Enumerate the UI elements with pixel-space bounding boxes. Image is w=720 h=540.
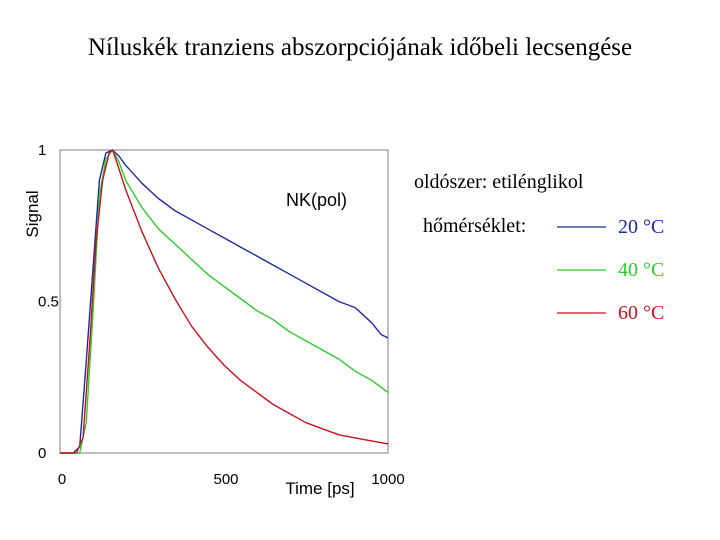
legend-label-40c: 40 °C (618, 259, 664, 281)
chart-annotation: NK(pol) (286, 190, 347, 210)
legend: 20 °C 40 °C 60 °C (557, 216, 664, 324)
x-tick-label: 0 (58, 471, 66, 488)
slide-title: Níluskék tranziens abszorpciójának időbe… (87, 34, 633, 61)
x-tick-label: 500 (213, 471, 238, 488)
legend-label-20c: 20 °C (618, 216, 664, 238)
plot-frame (59, 149, 389, 454)
series-line-40c (60, 149, 389, 454)
series-line-60c (60, 149, 389, 454)
y-tick-label: 0.5 (38, 294, 59, 311)
series-line-20c (60, 149, 389, 454)
x-axis-title: Time [ps] (285, 479, 354, 498)
x-tick-label: 1000 (371, 471, 404, 488)
y-tick-label: 1 (38, 142, 46, 159)
legend-label-60c: 60 °C (618, 302, 664, 324)
series-layer (60, 149, 389, 454)
y-tick-label: 0 (38, 445, 46, 462)
solvent-label: oldószer: etilénglikol (414, 171, 584, 193)
y-axis-title: Signal (23, 190, 42, 237)
tick-layer: 0 0.5 1 0 500 1000 (38, 142, 405, 488)
temperature-label: hőmérséklet: (423, 215, 526, 237)
